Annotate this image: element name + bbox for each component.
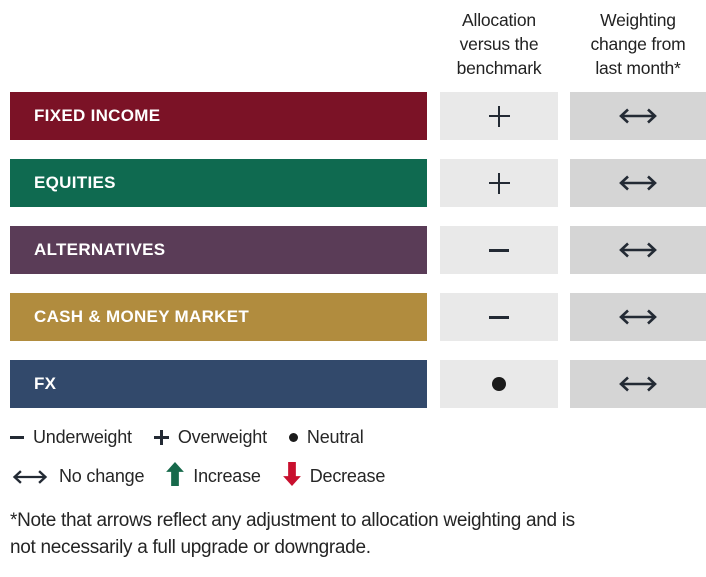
asset-class-label: ALTERNATIVES <box>34 240 166 259</box>
plus-icon <box>153 430 169 445</box>
legend-increase-label: Increase <box>193 466 261 486</box>
footnote: *Note that arrows reflect any adjustment… <box>10 510 575 558</box>
legend-decrease-label: Decrease <box>309 466 386 486</box>
asset-class-bar: FX <box>10 360 427 408</box>
allocation-cell <box>440 92 558 140</box>
legend-overweight: Overweight <box>153 427 267 448</box>
asset-class-label: FIXED INCOME <box>34 106 161 125</box>
increase-arrow-icon <box>166 462 185 491</box>
asset-allocation-figure: Allocation versus the benchmark Weightin… <box>10 8 706 558</box>
table-row: FIXED INCOME <box>10 92 706 140</box>
no-change-arrow-icon <box>616 308 660 326</box>
legend-underweight: Underweight <box>10 427 132 448</box>
allocation-cell <box>440 159 558 207</box>
legend-no-change-label: No change <box>59 466 145 486</box>
legend-increase: Increase <box>166 462 261 491</box>
weighting-cell <box>570 226 706 274</box>
weighting-cell <box>570 92 706 140</box>
weighting-cell <box>570 159 706 207</box>
no-change-arrow-icon <box>616 241 660 259</box>
legend-row-symbols: Underweight Overweight Neutral <box>10 427 706 448</box>
overweight-plus-icon <box>488 172 510 194</box>
legend-decrease: Decrease <box>282 462 386 491</box>
legend-underweight-label: Underweight <box>33 427 132 447</box>
no-change-arrow-icon <box>616 174 660 192</box>
legend-overweight-label: Overweight <box>177 427 267 447</box>
legend-no-change: No change <box>10 466 144 487</box>
weighting-cell <box>570 360 706 408</box>
allocation-cell <box>440 226 558 274</box>
minus-icon <box>10 436 24 439</box>
legend-row-arrows: No change Increase Decrease <box>10 462 706 491</box>
no-change-arrow-icon <box>10 468 50 486</box>
dot-icon <box>288 433 298 442</box>
table-row: ALTERNATIVES <box>10 226 706 274</box>
column-header-allocation: Allocation versus the benchmark <box>456 10 542 78</box>
legend-neutral-label: Neutral <box>306 427 364 447</box>
no-change-arrow-icon <box>616 107 660 125</box>
overweight-plus-icon <box>488 105 510 127</box>
table-row: EQUITIES <box>10 159 706 207</box>
asset-class-bar: EQUITIES <box>10 159 427 207</box>
column-header-weighting: Weighting change from last month* <box>590 10 686 78</box>
table-row: FX <box>10 360 706 408</box>
no-change-arrow-icon <box>616 375 660 393</box>
asset-class-label: EQUITIES <box>34 173 116 192</box>
column-headers: Allocation versus the benchmark Weightin… <box>10 8 706 80</box>
underweight-minus-icon <box>489 315 509 319</box>
table-row: CASH & MONEY MARKET <box>10 293 706 341</box>
decrease-arrow-icon <box>282 462 301 491</box>
asset-class-bar: ALTERNATIVES <box>10 226 427 274</box>
weighting-cell <box>570 293 706 341</box>
asset-rows: FIXED INCOME EQUITIES ALTERNATIVES CASH … <box>10 92 706 408</box>
allocation-cell <box>440 293 558 341</box>
underweight-minus-icon <box>489 248 509 252</box>
neutral-dot-icon <box>492 377 506 391</box>
legend-neutral: Neutral <box>288 427 364 448</box>
allocation-cell <box>440 360 558 408</box>
asset-class-label: CASH & MONEY MARKET <box>34 307 250 326</box>
asset-class-label: FX <box>34 374 57 393</box>
asset-class-bar: CASH & MONEY MARKET <box>10 293 427 341</box>
asset-class-bar: FIXED INCOME <box>10 92 427 140</box>
